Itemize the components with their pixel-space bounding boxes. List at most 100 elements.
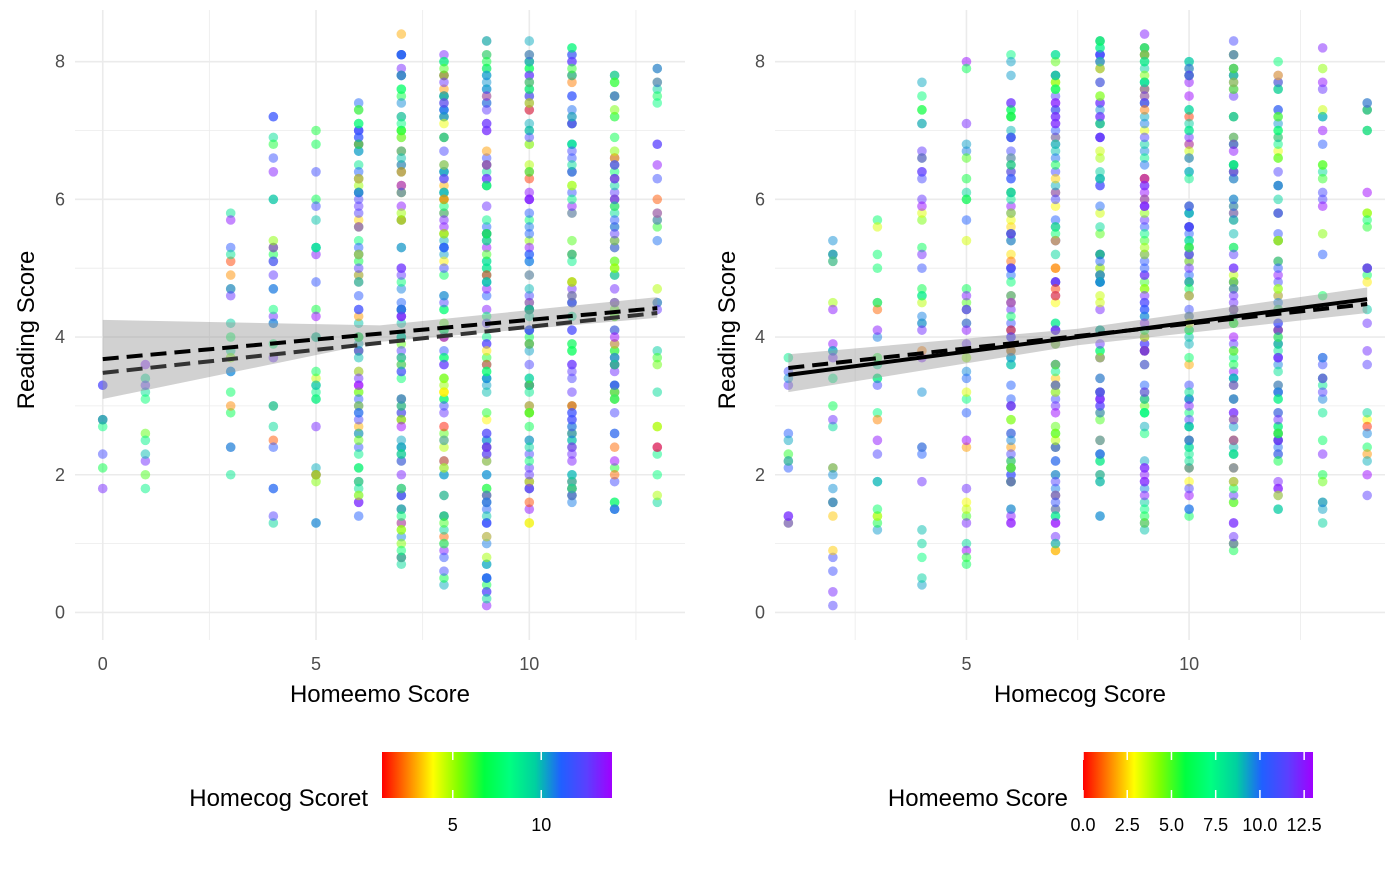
data-point xyxy=(396,201,407,212)
data-point xyxy=(481,518,492,528)
data-point xyxy=(268,111,279,122)
data-point xyxy=(524,63,535,74)
data-point xyxy=(439,380,449,391)
data-point xyxy=(1050,538,1061,549)
data-point xyxy=(872,215,883,225)
data-point xyxy=(609,366,620,377)
data-point xyxy=(872,304,883,315)
data-point xyxy=(1184,490,1194,501)
data-point xyxy=(439,387,449,397)
data-point xyxy=(396,284,407,294)
data-point xyxy=(1050,49,1061,60)
data-point xyxy=(917,449,927,459)
left-legend-colorbar xyxy=(382,752,612,798)
data-point xyxy=(311,249,321,260)
data-point xyxy=(1139,70,1150,81)
data-point xyxy=(311,215,321,225)
data-point xyxy=(1228,91,1239,101)
data-point xyxy=(524,215,535,225)
data-point xyxy=(609,146,620,156)
data-point xyxy=(439,70,449,81)
data-point xyxy=(225,208,236,218)
data-point xyxy=(1317,194,1328,205)
data-point xyxy=(524,222,535,232)
data-point xyxy=(268,318,279,329)
data-point xyxy=(917,311,927,322)
data-point xyxy=(311,125,321,136)
data-point xyxy=(609,242,620,253)
data-point xyxy=(609,167,620,177)
data-point xyxy=(481,70,492,81)
data-point xyxy=(481,407,492,418)
data-point xyxy=(1317,290,1328,301)
data-point xyxy=(311,277,321,287)
data-point xyxy=(353,187,364,198)
data-point xyxy=(396,318,407,329)
data-point xyxy=(872,373,883,384)
data-point xyxy=(524,91,535,101)
data-point xyxy=(396,215,407,225)
data-point xyxy=(439,552,449,563)
data-point xyxy=(1095,476,1105,487)
data-point xyxy=(225,442,236,453)
data-point xyxy=(1184,380,1194,391)
data-point xyxy=(917,201,927,212)
data-point xyxy=(1184,153,1194,163)
data-point xyxy=(140,394,151,404)
data-point xyxy=(872,380,883,391)
data-point xyxy=(481,414,492,425)
data-point xyxy=(1273,435,1283,446)
data-point xyxy=(828,497,838,508)
data-point xyxy=(396,442,407,453)
data-point xyxy=(1362,208,1372,218)
data-point xyxy=(567,359,577,370)
data-point xyxy=(1273,476,1283,487)
data-point xyxy=(917,146,927,156)
data-point xyxy=(567,153,577,163)
data-point xyxy=(1050,84,1061,94)
data-point xyxy=(1006,401,1016,411)
data-point xyxy=(225,318,236,329)
data-point xyxy=(1273,70,1283,81)
data-point xyxy=(396,538,407,549)
data-point xyxy=(225,284,236,294)
data-point xyxy=(1273,394,1283,404)
data-point xyxy=(353,180,364,191)
data-point xyxy=(396,160,407,170)
data-point xyxy=(1139,359,1150,370)
data-point xyxy=(961,146,972,156)
data-point xyxy=(1273,380,1283,391)
data-point xyxy=(652,98,663,108)
data-point xyxy=(1095,263,1105,273)
data-point xyxy=(311,394,321,404)
data-point xyxy=(567,160,577,170)
data-point xyxy=(481,531,492,542)
data-point xyxy=(917,77,927,88)
data-point xyxy=(1184,173,1194,184)
data-point xyxy=(1273,421,1283,432)
data-point xyxy=(961,511,972,521)
data-point xyxy=(311,463,321,473)
data-point xyxy=(481,215,492,225)
data-point xyxy=(97,449,108,459)
data-point xyxy=(1362,359,1372,370)
data-point xyxy=(311,304,321,315)
data-point xyxy=(1050,249,1061,260)
data-point xyxy=(481,77,492,88)
data-point xyxy=(1095,277,1105,287)
data-point xyxy=(481,180,492,191)
data-point xyxy=(268,401,279,411)
data-point xyxy=(1362,215,1372,225)
data-point xyxy=(353,394,364,404)
data-point xyxy=(783,449,794,459)
data-point xyxy=(481,483,492,494)
data-point xyxy=(609,77,620,88)
data-point xyxy=(439,208,449,218)
right-tick-labels: 5 10 0 2 4 6 8 xyxy=(755,52,1199,674)
data-point xyxy=(396,394,407,404)
data-point xyxy=(872,511,883,521)
data-point xyxy=(439,442,449,453)
data-point xyxy=(1095,132,1105,143)
data-point xyxy=(481,173,492,184)
data-point xyxy=(1228,497,1239,508)
